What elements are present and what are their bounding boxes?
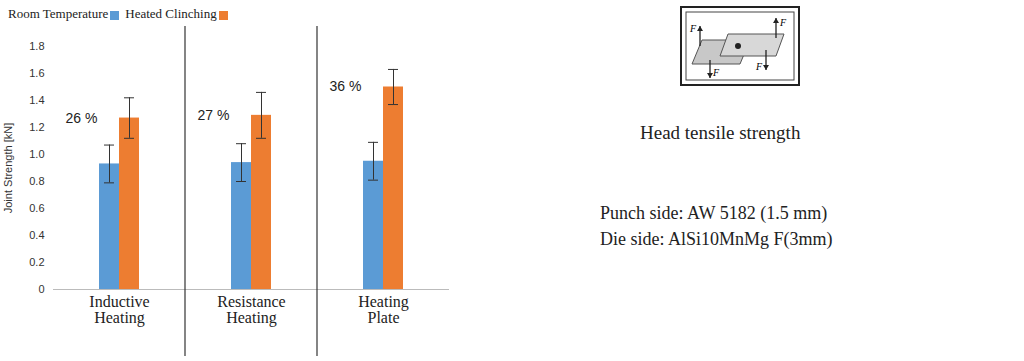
svg-text:1.0: 1.0 [29, 148, 44, 160]
html-text:Punch side: AW 5182 (1.5 mm) D: Punch side: AW 5182 (1.5 mm) Die side: A… [600, 203, 833, 249]
svg-text:26 %: 26 % [66, 110, 98, 126]
html-text:Room Temperature: Room Temperature [8, 6, 109, 21]
svg-text:ResistanceHeating: ResistanceHeating [217, 293, 285, 327]
svg-text:1.6: 1.6 [29, 67, 44, 79]
svg-text:0.2: 0.2 [29, 256, 44, 268]
svg-text:Joint Strength [kN]: Joint Strength [kN] [2, 123, 14, 214]
svg-text:0.6: 0.6 [29, 202, 44, 214]
svg-text:0: 0 [38, 283, 44, 295]
svg-text:F: F [689, 23, 697, 34]
svg-text:0.4: 0.4 [29, 229, 44, 241]
svg-text:F: F [755, 61, 763, 72]
html-text:Head tensile strength: Head tensile strength [640, 122, 801, 143]
svg-text:0.8: 0.8 [29, 175, 44, 187]
svg-text:InductiveHeating: InductiveHeating [89, 293, 149, 327]
svg-text:HeatingPlate: HeatingPlate [358, 293, 409, 326]
svg-text:27 %: 27 % [198, 107, 230, 123]
html-text:Heated Clinching: Heated Clinching [125, 6, 217, 21]
svg-text:F: F [712, 67, 720, 78]
svg-text:36 %: 36 % [330, 78, 362, 94]
svg-text:1.8: 1.8 [29, 40, 44, 52]
svg-text:1.4: 1.4 [29, 94, 44, 106]
svg-text:F: F [779, 17, 787, 28]
svg-text:1.2: 1.2 [29, 121, 44, 133]
